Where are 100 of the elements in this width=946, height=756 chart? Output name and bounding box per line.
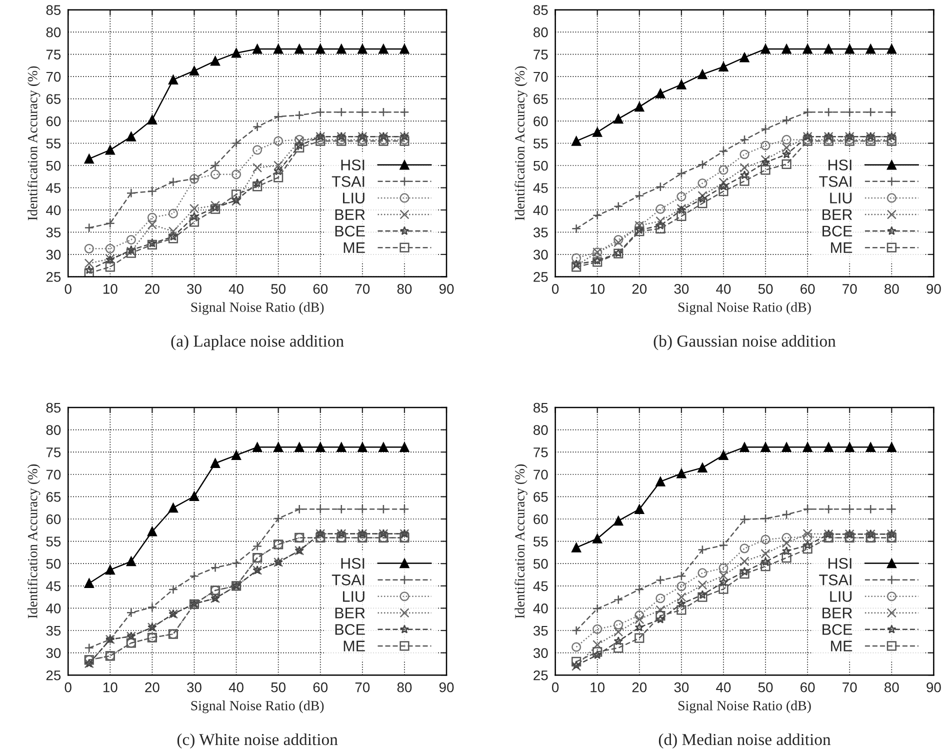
text: (b) Gaussian noise addition	[654, 335, 836, 350]
legend-label: BCE	[335, 624, 365, 635]
y-tick-label: 30	[533, 250, 548, 260]
legend-label: BER	[335, 209, 365, 220]
legend-label: TSAI	[332, 574, 364, 586]
x-tick-label: 10	[590, 682, 605, 692]
x-tick-label: 0	[552, 284, 559, 294]
y-tick-label: 65	[46, 492, 61, 502]
x-tick-label: 60	[800, 284, 815, 294]
y-tick-label: 50	[533, 160, 548, 171]
legend-label: LIU	[343, 591, 364, 602]
y-tick-label: 35	[533, 228, 548, 238]
legend-label: TSAI	[332, 176, 364, 187]
x-tick-label: 80	[397, 284, 412, 294]
x-tick-label: 20	[632, 682, 647, 692]
x-tick-label: 0	[552, 682, 559, 692]
y-tick-label: 85	[534, 402, 548, 413]
y-tick-label: 25	[534, 670, 548, 680]
y-tick-label: 80	[46, 27, 61, 38]
x-tick-label: 40	[716, 284, 731, 294]
y-tick-label: 30	[46, 250, 61, 260]
legend-label: LIU	[830, 591, 852, 602]
x-tick-label: 50	[758, 284, 773, 294]
y-tick-label: 40	[533, 205, 548, 216]
legend-label: ME	[831, 242, 852, 253]
x-tick-label: 10	[103, 284, 118, 294]
text: (d) Median noise addition	[658, 733, 831, 749]
y-tick-label: 85	[46, 5, 61, 15]
y-tick-label: 70	[534, 470, 548, 480]
x-axis-title: Signal Noise Ratio (dB)	[191, 700, 324, 714]
y-tick-label: 80	[46, 425, 61, 435]
legend-label: TSAI	[819, 574, 852, 586]
legend-label: TSAI	[819, 176, 852, 187]
x-tick-label: 40	[716, 682, 731, 692]
y-tick-label: 50	[46, 558, 61, 569]
x-tick-label: 40	[228, 682, 244, 692]
y-tick-label: 60	[534, 514, 548, 524]
x-tick-label: 70	[842, 284, 857, 294]
x-tick-label: 70	[355, 284, 370, 294]
legend-label: LIU	[830, 192, 852, 204]
x-tick-label: 20	[145, 682, 160, 692]
x-tick-label: 0	[64, 284, 72, 294]
y-tick-label: 80	[534, 27, 548, 38]
y-tick-label: 35	[46, 626, 61, 636]
y-tick-label: 55	[533, 536, 548, 546]
text: (c) White noise addition	[177, 733, 338, 749]
legend-label: LIU	[343, 192, 364, 204]
legend-label: BCE	[335, 226, 365, 237]
x-tick-label: 40	[228, 284, 244, 294]
y-tick-label: 75	[534, 50, 548, 60]
y-tick-label: 35	[533, 626, 548, 636]
y-tick-label: 65	[46, 94, 61, 104]
x-tick-label: 90	[926, 682, 941, 692]
y-tick-label: 35	[46, 228, 61, 238]
x-tick-label: 30	[187, 284, 202, 294]
y-tick-label: 75	[46, 448, 61, 458]
y-tick-label: 25	[46, 670, 61, 680]
x-tick-label: 90	[439, 284, 454, 294]
x-tick-label: 90	[926, 284, 941, 294]
x-tick-label: 80	[397, 682, 412, 692]
legend-label: ME	[344, 242, 365, 253]
x-tick-label: 50	[271, 682, 286, 692]
x-tick-label: 30	[674, 682, 689, 692]
y-axis-title: Identification Accuracy (%)	[514, 66, 528, 220]
y-tick-label: 85	[534, 5, 548, 15]
x-tick-label: 10	[590, 284, 605, 294]
text: (a) Laplace noise addition	[171, 335, 344, 350]
y-tick-label: 75	[46, 50, 61, 60]
x-tick-label: 60	[313, 284, 328, 294]
y-tick-label: 70	[46, 72, 61, 82]
x-tick-label: 30	[187, 682, 202, 692]
legend-label: BER	[335, 608, 365, 618]
legend-label: BER	[822, 209, 852, 220]
y-tick-label: 45	[533, 581, 548, 592]
y-tick-label: 70	[46, 470, 61, 480]
x-tick-label: 80	[884, 284, 899, 294]
y-tick-label: 70	[534, 72, 548, 82]
y-tick-label: 30	[46, 648, 61, 658]
legend-label: ME	[344, 640, 365, 652]
y-tick-label: 75	[534, 448, 548, 458]
x-tick-label: 50	[271, 284, 286, 294]
x-tick-label: 20	[145, 284, 160, 294]
y-tick-label: 60	[534, 116, 548, 126]
x-tick-label: 30	[674, 284, 689, 294]
y-tick-label: 40	[46, 604, 61, 614]
y-tick-label: 40	[46, 205, 61, 216]
y-tick-label: 45	[533, 183, 548, 193]
legend-label: ME	[831, 640, 852, 652]
y-tick-label: 30	[533, 648, 548, 658]
y-tick-label: 65	[534, 94, 548, 104]
y-tick-label: 80	[534, 425, 548, 435]
y-tick-label: 60	[46, 116, 61, 126]
x-tick-label: 90	[439, 682, 454, 692]
y-tick-label: 55	[46, 138, 61, 148]
y-axis-title: Identification Accuracy (%)	[514, 464, 528, 618]
y-axis-title: Identification Accuracy (%)	[27, 464, 40, 618]
x-tick-label: 80	[884, 682, 899, 692]
x-axis-title: Signal Noise Ratio (dB)	[678, 302, 811, 315]
y-tick-label: 65	[534, 492, 548, 502]
x-axis-title: Signal Noise Ratio (dB)	[678, 700, 811, 714]
